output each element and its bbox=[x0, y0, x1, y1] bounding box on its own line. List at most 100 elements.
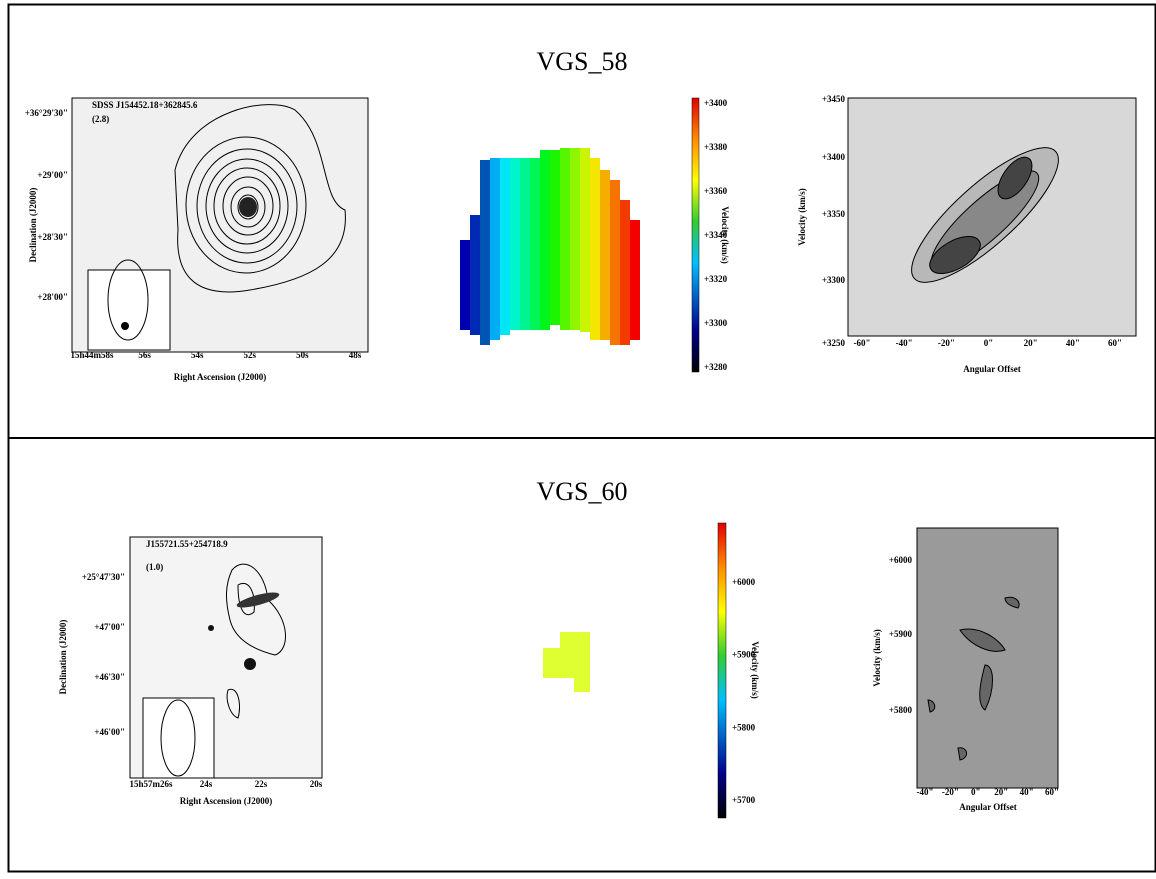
velocity-pixel bbox=[560, 148, 570, 330]
contours bbox=[174, 104, 346, 293]
x-axis-label: Angular Offset bbox=[959, 802, 1017, 812]
velocity-pixel bbox=[480, 160, 490, 345]
x-tick-label: 24s bbox=[200, 779, 213, 789]
colorbar-tick-label: +3280 bbox=[704, 362, 728, 372]
colorbar-tick-label: +3400 bbox=[704, 98, 728, 108]
colorbar-tick-label: +3380 bbox=[704, 142, 728, 152]
x-tick-label: 20" bbox=[994, 787, 1008, 797]
y-tick-label: +28'30" bbox=[37, 232, 68, 242]
colorbar-tick-label: +3340 bbox=[704, 230, 728, 240]
panel-title: VGS_60 bbox=[536, 477, 627, 506]
velocity-pixel bbox=[490, 158, 500, 340]
velocity-pixel bbox=[570, 148, 580, 330]
y-tick-label: +3350 bbox=[822, 209, 846, 219]
galaxy bbox=[236, 592, 280, 608]
velocity-pixel bbox=[530, 158, 540, 330]
velocity-pixel bbox=[500, 158, 510, 335]
y-tick-label: +3250 bbox=[822, 338, 846, 348]
x-axis-label: Angular Offset bbox=[963, 364, 1021, 374]
y-axis-label: Declination (J2000) bbox=[28, 188, 38, 263]
colorbar bbox=[717, 522, 727, 819]
y-axis-label: Velocity (km/s) bbox=[797, 188, 807, 245]
velocity-pixel bbox=[510, 158, 520, 330]
x-tick-label: 40" bbox=[1066, 338, 1080, 348]
velocity-pixel bbox=[540, 150, 550, 330]
colorbar-tick-label: +6000 bbox=[732, 577, 756, 587]
beam bbox=[160, 699, 196, 777]
x-tick-label: 48s bbox=[349, 350, 362, 360]
colorbar-label: Velocity (km/s) bbox=[750, 641, 760, 698]
velocity-pixel bbox=[610, 180, 620, 345]
pv-emission bbox=[911, 147, 1059, 283]
velocity-pixel bbox=[630, 220, 640, 340]
y-tick-label: +46'00" bbox=[94, 727, 125, 737]
velocity-pixel bbox=[620, 200, 630, 345]
x-tick-label: 20" bbox=[1024, 338, 1038, 348]
y-tick-label: +3450 bbox=[822, 94, 846, 104]
pv-emission bbox=[927, 596, 1020, 761]
x-tick-label: 40" bbox=[1020, 787, 1034, 797]
velocity-pixel bbox=[460, 240, 470, 330]
x-tick-label: -60" bbox=[854, 338, 871, 348]
y-tick-label: +36°29'30" bbox=[25, 108, 68, 118]
velocity-field bbox=[543, 632, 590, 692]
y-tick-label: +5800 bbox=[889, 705, 913, 715]
x-tick-label: 0" bbox=[971, 787, 981, 797]
velocity-pixel bbox=[600, 170, 610, 340]
velocity-pixel bbox=[520, 158, 530, 330]
pv-frame bbox=[916, 527, 1059, 789]
y-tick-label: +28'00" bbox=[37, 292, 68, 302]
colorbar-tick-label: +5800 bbox=[732, 722, 756, 732]
x-tick-label: 20s bbox=[310, 779, 323, 789]
x-tick-label: 50s bbox=[296, 350, 309, 360]
star bbox=[121, 322, 129, 330]
velocity-pixel bbox=[580, 148, 590, 332]
x-axis-label: Right Ascension (J2000) bbox=[174, 372, 267, 382]
x-tick-label: 15h44m58s bbox=[70, 350, 114, 360]
image-label: SDSS J154452.18+362845.6 bbox=[92, 100, 198, 110]
image-note: (2.8) bbox=[92, 114, 109, 124]
image-label: J155721.55+254718.9 bbox=[146, 539, 228, 549]
x-tick-label: 15h57m26s bbox=[129, 779, 173, 789]
x-tick-label: -20" bbox=[942, 787, 959, 797]
x-axis-label: Right Ascension (J2000) bbox=[180, 796, 273, 806]
velocity-pixel bbox=[550, 150, 560, 325]
x-tick-label: 22s bbox=[255, 779, 268, 789]
y-tick-label: +25°47'30" bbox=[82, 572, 125, 582]
x-tick-label: 0" bbox=[984, 338, 994, 348]
velocity-pixel bbox=[470, 215, 480, 335]
panel-title: VGS_58 bbox=[536, 47, 627, 76]
x-tick-label: -40" bbox=[896, 338, 913, 348]
y-tick-label: +47'00" bbox=[94, 622, 125, 632]
y-axis-label: Declination (J2000) bbox=[58, 620, 68, 695]
beam-inset bbox=[87, 269, 171, 351]
colorbar bbox=[691, 97, 700, 373]
y-tick-label: +29'00" bbox=[37, 170, 68, 180]
star bbox=[208, 625, 214, 631]
colorbar-tick-label: +3300 bbox=[704, 318, 728, 328]
x-tick-label: -20" bbox=[938, 338, 955, 348]
x-tick-label: 52s bbox=[244, 350, 257, 360]
beam-inset bbox=[142, 697, 215, 779]
y-axis-label: Velocity (km/s) bbox=[872, 629, 882, 686]
x-tick-label: -40" bbox=[917, 787, 934, 797]
x-tick-label: 60" bbox=[1108, 338, 1122, 348]
x-tick-label: 54s bbox=[191, 350, 204, 360]
galaxy bbox=[239, 197, 257, 217]
velocity-pixel bbox=[590, 158, 600, 340]
star bbox=[244, 658, 256, 670]
colorbar-tick-label: +3320 bbox=[704, 274, 728, 284]
y-tick-label: +5900 bbox=[889, 629, 913, 639]
y-tick-label: +46'30" bbox=[94, 672, 125, 682]
x-tick-label: 60" bbox=[1045, 787, 1059, 797]
image-note: (1.0) bbox=[146, 562, 163, 572]
y-tick-label: +3400 bbox=[822, 152, 846, 162]
x-tick-label: 56s bbox=[138, 350, 151, 360]
colorbar-tick-label: +5700 bbox=[732, 795, 756, 805]
beam bbox=[107, 259, 149, 341]
colorbar-tick-label: +3360 bbox=[704, 186, 728, 196]
velocity-field bbox=[460, 148, 640, 345]
y-tick-label: +6000 bbox=[889, 555, 913, 565]
y-tick-label: +3300 bbox=[822, 275, 846, 285]
